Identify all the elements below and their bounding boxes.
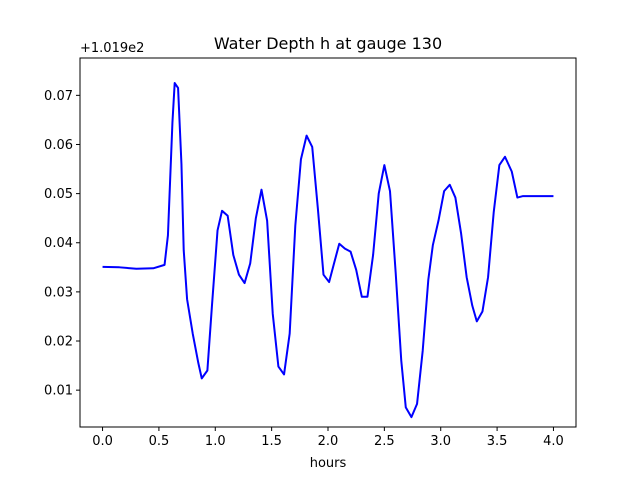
y-offset-text: +1.019e2 <box>80 41 144 56</box>
y-tick-label: 0.01 <box>44 384 73 399</box>
x-tick-label: 1.5 <box>261 434 282 449</box>
y-tick-label: 0.04 <box>44 236 73 251</box>
plot-frame <box>79 57 577 428</box>
chart-title: Water Depth h at gauge 130 <box>214 34 442 53</box>
x-axis-label: hours <box>310 456 347 471</box>
x-tick-label: 2.5 <box>374 434 395 449</box>
x-tick-label: 0.0 <box>92 434 113 449</box>
x-tick-label: 4.0 <box>543 434 564 449</box>
plot-area <box>79 57 577 428</box>
x-tick-label: 2.0 <box>318 434 339 449</box>
x-tick-label: 3.0 <box>430 434 451 449</box>
series-line-0 <box>102 82 554 419</box>
y-tick-label: 0.06 <box>44 138 73 153</box>
x-tick-label: 3.5 <box>487 434 508 449</box>
y-tick-label: 0.05 <box>44 187 73 202</box>
y-tick-label: 0.03 <box>44 285 73 300</box>
x-tick-label: 0.5 <box>149 434 170 449</box>
y-tick-label: 0.07 <box>44 89 73 104</box>
axis-ticks: 0.0 0.5 1.0 1.5 2.0 2.5 3.0 3.5 4.0 0.01 0.02 0.03 0… <box>44 89 564 449</box>
x-tick-label: 1.0 <box>205 434 226 449</box>
y-tick-label: 0.02 <box>44 335 73 350</box>
